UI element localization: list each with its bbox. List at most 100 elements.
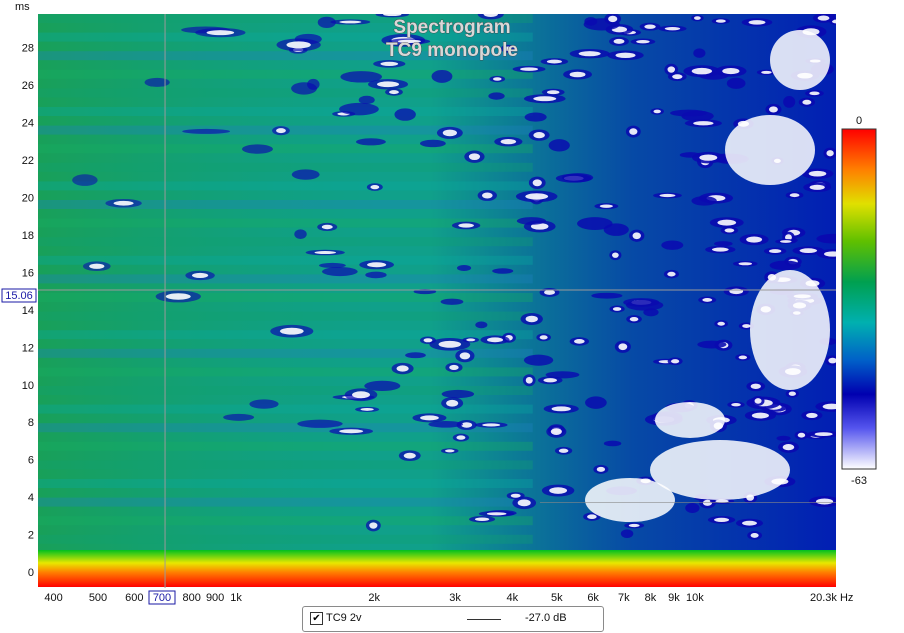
decay-blob-core <box>396 365 409 372</box>
decay-blob <box>697 340 727 349</box>
x-tick-label: 400 <box>44 592 62 604</box>
x-tick-label: 9k <box>668 592 680 604</box>
decay-band <box>38 237 533 247</box>
decay-blob <box>431 69 453 83</box>
decay-blob <box>182 128 231 134</box>
decay-blob <box>242 144 273 154</box>
decay-blob-core <box>543 378 557 383</box>
decay-blob <box>523 354 554 366</box>
decay-blob-core <box>206 30 235 36</box>
decay-blob-core <box>444 449 455 453</box>
decay-band <box>38 32 533 42</box>
decay-blob-core <box>403 452 416 459</box>
decay-blob-core <box>466 338 476 342</box>
decay-blob-core <box>731 403 741 407</box>
decay-blob-core <box>748 20 766 25</box>
decay-blob-core <box>525 376 533 384</box>
decay-band <box>38 69 533 79</box>
saturated-region <box>770 30 830 90</box>
decay-blob <box>340 71 383 83</box>
decay-blob-core <box>587 514 597 519</box>
decay-blob-core <box>799 248 818 254</box>
decay-band <box>38 218 533 228</box>
decay-blob-core <box>702 298 713 302</box>
decay-blob <box>307 78 320 90</box>
decay-band <box>38 479 533 488</box>
decay-blob-core <box>458 223 474 228</box>
decay-blob <box>405 352 426 359</box>
low-frequency-tint <box>38 14 378 587</box>
decay-blob <box>317 16 336 28</box>
decay-blob-core <box>738 355 748 360</box>
decay-blob-core <box>809 184 825 190</box>
decay-blob <box>428 421 464 428</box>
decay-blob <box>488 92 505 100</box>
y-tick-label: 4 <box>28 492 34 504</box>
y-tick-label: 18 <box>22 230 34 242</box>
decay-blob-core <box>806 412 818 418</box>
decay-blob-core <box>632 232 641 240</box>
decay-band <box>38 460 533 470</box>
decay-blob-core <box>481 192 493 199</box>
decay-blob <box>297 419 343 428</box>
y-cursor-readout[interactable]: 15.06 <box>1 288 37 303</box>
x-tick-label: 500 <box>89 592 107 604</box>
decay-blob-core <box>533 132 545 139</box>
decay-blob-core <box>360 408 374 411</box>
decay-blob-core <box>525 315 538 323</box>
decay-blob-core <box>659 193 676 198</box>
decay-blob <box>685 502 700 513</box>
decay-blob <box>144 77 170 87</box>
legend-value: -27.0 dB <box>525 612 567 624</box>
decay-band <box>38 14 533 23</box>
decay-blob-core <box>644 24 656 29</box>
decay-band <box>38 274 533 284</box>
y-tick-label: 12 <box>22 342 34 354</box>
decay-blob-core <box>279 327 304 335</box>
color-scale-bar <box>841 128 877 470</box>
decay-blob-core <box>389 90 399 95</box>
chart-subtitle: TC9 monopole <box>386 40 518 61</box>
saturated-region <box>655 402 725 438</box>
y-tick-label: 24 <box>22 118 34 130</box>
decay-band <box>38 107 533 116</box>
decay-blob-core <box>715 19 726 23</box>
x-tick-label: 8k <box>645 592 657 604</box>
decay-blob-core <box>824 251 836 257</box>
decay-blob-core <box>487 337 504 343</box>
chart-title: Spectrogram <box>393 17 510 38</box>
decay-blob-core <box>613 38 625 44</box>
decay-blob-core <box>446 399 459 407</box>
color-scale-min-label: -63 <box>851 475 867 487</box>
decay-blob-core <box>449 364 459 371</box>
decay-band <box>38 293 533 302</box>
decay-blob-core <box>714 517 730 522</box>
decay-blob <box>585 396 607 409</box>
x-tick-label: 2k <box>368 592 380 604</box>
decay-band <box>38 51 533 61</box>
decay-blob <box>591 292 623 299</box>
decay-blob <box>356 138 386 146</box>
decay-band <box>38 144 533 154</box>
decay-blob-core <box>628 523 640 528</box>
decay-blob <box>475 321 488 329</box>
decay-blob-core <box>599 204 613 208</box>
y-tick-label: 26 <box>22 80 34 92</box>
decay-blob-core <box>500 139 517 145</box>
decay-blob <box>769 260 801 271</box>
decay-blob <box>294 229 307 239</box>
x-cursor-readout[interactable]: 700 <box>148 590 176 605</box>
y-tick-label: 16 <box>22 267 34 279</box>
decay-blob <box>394 108 416 121</box>
decay-blob-core <box>754 398 762 404</box>
decay-blob <box>620 529 634 538</box>
decay-blob-core <box>459 352 471 360</box>
legend-checkbox[interactable]: ✔ <box>310 612 323 625</box>
decay-blob <box>584 17 598 26</box>
decay-blob-core <box>724 228 735 233</box>
decay-blob-core <box>525 193 549 200</box>
decay-blob-core <box>746 236 763 243</box>
decay-blob-core <box>442 129 457 137</box>
decay-blob-core <box>89 263 105 269</box>
decay-blob <box>358 95 375 105</box>
